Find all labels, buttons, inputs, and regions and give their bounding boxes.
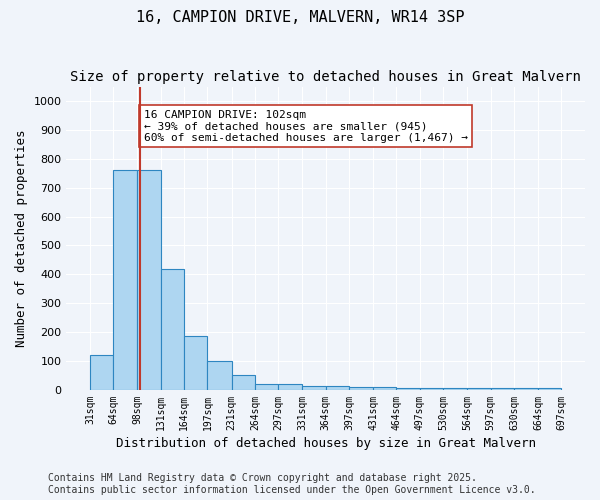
Bar bbox=[467, 388, 491, 390]
Text: 16, CAMPION DRIVE, MALVERN, WR14 3SP: 16, CAMPION DRIVE, MALVERN, WR14 3SP bbox=[136, 10, 464, 25]
Bar bbox=[161, 268, 184, 390]
Text: Contains HM Land Registry data © Crown copyright and database right 2025.
Contai: Contains HM Land Registry data © Crown c… bbox=[48, 474, 536, 495]
Text: 16 CAMPION DRIVE: 102sqm
← 39% of detached houses are smaller (945)
60% of semi-: 16 CAMPION DRIVE: 102sqm ← 39% of detach… bbox=[144, 110, 468, 143]
Title: Size of property relative to detached houses in Great Malvern: Size of property relative to detached ho… bbox=[70, 70, 581, 84]
Bar bbox=[90, 356, 113, 390]
Bar bbox=[326, 386, 349, 390]
Bar bbox=[397, 388, 420, 390]
Bar bbox=[373, 387, 397, 390]
Bar bbox=[349, 387, 373, 390]
Bar bbox=[113, 170, 137, 390]
Y-axis label: Number of detached properties: Number of detached properties bbox=[15, 130, 28, 347]
Bar bbox=[232, 376, 255, 390]
Bar bbox=[420, 388, 443, 390]
Bar bbox=[491, 388, 514, 390]
Bar bbox=[137, 170, 161, 390]
X-axis label: Distribution of detached houses by size in Great Malvern: Distribution of detached houses by size … bbox=[116, 437, 536, 450]
Bar bbox=[278, 384, 302, 390]
Bar bbox=[255, 384, 278, 390]
Bar bbox=[208, 361, 232, 390]
Bar bbox=[514, 388, 538, 390]
Bar bbox=[443, 388, 467, 390]
Bar bbox=[184, 336, 208, 390]
Bar bbox=[302, 386, 326, 390]
Bar bbox=[538, 388, 562, 390]
